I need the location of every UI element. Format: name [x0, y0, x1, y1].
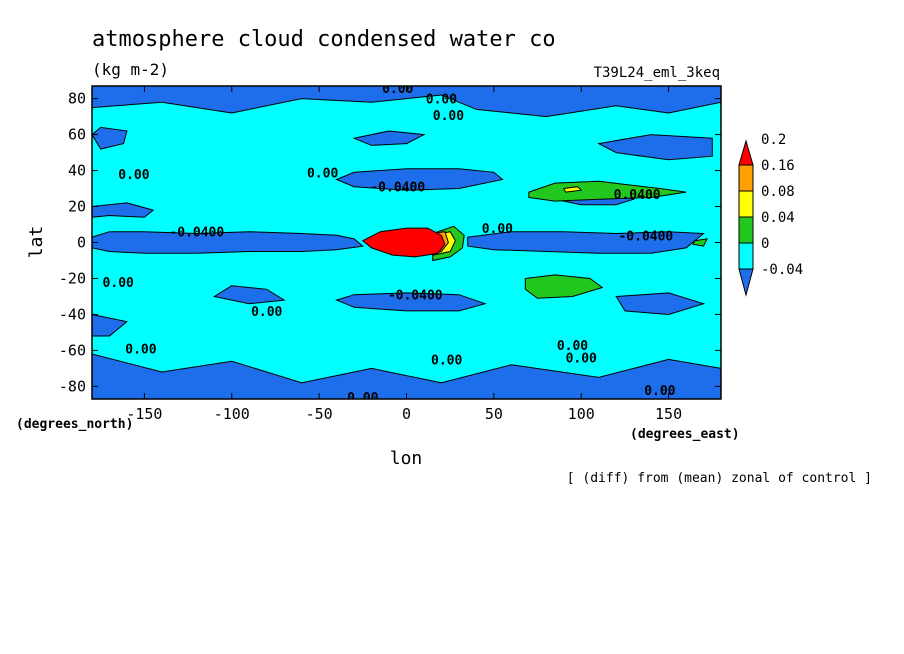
- contour-label: -0.0400: [388, 289, 443, 304]
- region-negative-13: [92, 313, 129, 337]
- y-tick-label: -60: [59, 341, 86, 359]
- colorbar-tick-label: 0.16: [761, 158, 795, 174]
- contour-label: 0.00: [426, 93, 457, 108]
- region-green-1: [524, 274, 604, 299]
- y-tick-label: -20: [59, 269, 86, 287]
- region-negative-4: [92, 86, 721, 118]
- contour-label: -0.0400: [370, 181, 425, 196]
- region-negative-10: [597, 134, 713, 161]
- y-tick-label: -80: [59, 377, 86, 395]
- colorbar-tick-label: 0.2: [761, 132, 786, 148]
- colorbar-tick-label: -0.04: [761, 262, 803, 278]
- x-tick-label: -150: [126, 405, 162, 423]
- x-axis-label: lon: [390, 448, 423, 469]
- region-negative-11: [212, 285, 286, 305]
- colorbar-arrow-high: [738, 139, 754, 166]
- colorbar-swatch: [738, 216, 754, 244]
- contour-label: 0.00: [103, 276, 134, 291]
- region-red-0: [361, 227, 446, 258]
- colorbar: -0.04 0 0.04 0.08 0.16 0.2: [738, 132, 803, 297]
- contour-label: 0.00: [482, 222, 513, 237]
- contour-label: -0.0400: [169, 226, 224, 241]
- region-green-0: [528, 180, 687, 202]
- contour-label: 0.00: [125, 343, 156, 358]
- region-negative-2: [335, 168, 504, 191]
- contour-label: 0.0400: [614, 188, 661, 203]
- x-tick-label: -100: [214, 405, 250, 423]
- region-negative-1: [467, 231, 705, 254]
- contour-label: 0.00: [557, 339, 588, 354]
- y-units-label: (degrees_north): [16, 417, 133, 432]
- units-label: (kg m-2): [92, 60, 169, 79]
- region-negative-0: [92, 231, 364, 254]
- region-green-3: [692, 238, 708, 247]
- y-axis-label: lat: [26, 226, 47, 259]
- contour-label: 0.00: [347, 391, 378, 406]
- region-negative-5: [92, 353, 721, 399]
- region-negative-9: [352, 130, 426, 146]
- y-tick-label: 20: [68, 198, 86, 216]
- colorbar-tick-label: 0: [761, 236, 769, 252]
- x-tick-label: 0: [402, 405, 411, 423]
- y-tick-label: -40: [59, 305, 86, 323]
- y-tick-label: 0: [77, 234, 86, 252]
- region-yellow-0: [563, 186, 583, 193]
- x-tick-label: 150: [655, 405, 682, 423]
- region-negative-6: [92, 126, 128, 150]
- contour-label: -0.0400: [618, 229, 673, 244]
- colorbar-arrow-low: [738, 268, 754, 297]
- contour-label: 0.00: [251, 305, 282, 320]
- footnote: [ (diff) from (mean) zonal of control ]: [567, 471, 872, 486]
- contour-label: 0.00: [118, 168, 149, 183]
- y-tick-label: 60: [68, 126, 86, 144]
- contour-label: 0.00: [644, 384, 675, 399]
- axes: -150 -100 -50 0 50 100 150 -80 -60 -40 -20 0 20 40 60 8…: [59, 85, 722, 423]
- region-negative-7: [92, 202, 155, 218]
- region-negative-3: [335, 292, 487, 312]
- colorbar-swatch: [738, 242, 754, 270]
- y-tick-label: 80: [68, 90, 86, 108]
- colorbar-swatch: [738, 164, 754, 192]
- contour-label: 0.00: [307, 166, 338, 181]
- contour-label: 0.00: [566, 352, 597, 367]
- x-tick-label: 100: [568, 405, 595, 423]
- x-tick-label: 50: [485, 405, 503, 423]
- colorbar-tick-label: 0.08: [761, 184, 795, 200]
- run-label: T39L24_eml_3keq: [594, 65, 720, 81]
- chart-title: atmosphere cloud condensed water co: [92, 27, 556, 52]
- region-negative-12: [615, 292, 706, 316]
- contour-label: 0.00: [382, 82, 413, 97]
- contour-label: 0.00: [431, 353, 462, 368]
- contour-label: 0.00: [433, 109, 464, 124]
- plot-area: 0.000.000.000.00 0.00-0.0400 0.0400-0.0400…: [92, 82, 721, 406]
- x-tick-label: -50: [306, 405, 333, 423]
- colorbar-tick-label: 0.04: [761, 210, 795, 226]
- colorbar-swatch: [738, 190, 754, 218]
- x-units-label: (degrees_east): [630, 427, 740, 442]
- y-tick-label: 40: [68, 162, 86, 180]
